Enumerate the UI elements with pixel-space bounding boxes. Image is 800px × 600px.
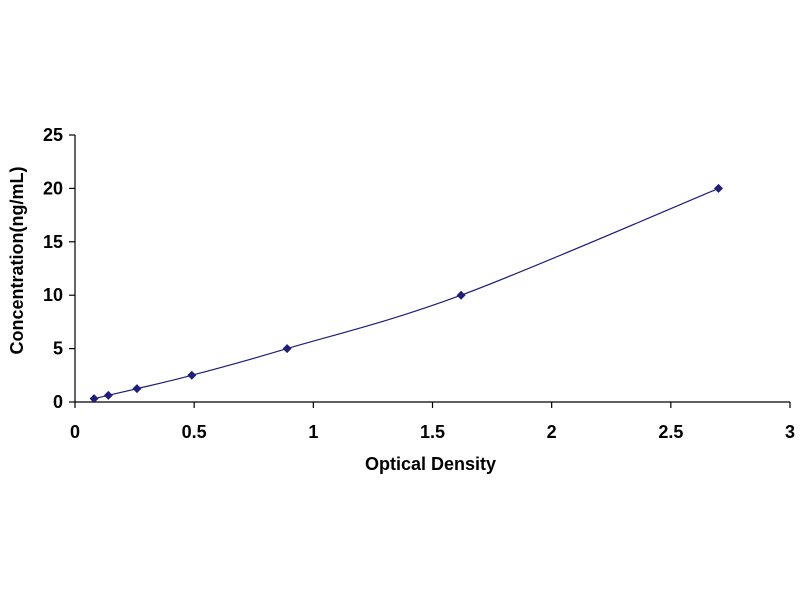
axes [74,135,790,403]
y-tick-label: 25 [43,125,63,145]
y-tick-label: 5 [53,339,63,359]
data-point-diamond [282,344,292,354]
x-tick-label: 1.5 [420,422,445,442]
x-axis-title: Optical Density [365,454,496,474]
x-tick-label: 2.5 [658,422,683,442]
data-point-diamond [89,394,99,404]
y-ticks: 0 5 10 15 20 25 [43,125,75,412]
y-tick-label: 15 [43,232,63,252]
x-tick-label: 2 [547,422,557,442]
x-tick-label: 0.5 [182,422,207,442]
data-point-diamond [132,384,142,394]
y-axis-title: Concentration(ng/mL) [7,167,27,355]
fit-curve [93,187,719,400]
data-point-diamond [456,290,466,300]
x-ticks: 0 0.5 1 1.5 2 2.5 3 [70,402,795,442]
y-tick-label: 10 [43,285,63,305]
data-points [89,183,723,404]
x-tick-label: 1 [308,422,318,442]
data-point-diamond [103,390,113,400]
y-tick-label: 20 [43,178,63,198]
x-tick-label: 3 [785,422,795,442]
data-point-diamond [187,370,197,380]
x-tick-label: 0 [70,422,80,442]
y-tick-label: 0 [53,392,63,412]
data-point-diamond [714,183,723,193]
